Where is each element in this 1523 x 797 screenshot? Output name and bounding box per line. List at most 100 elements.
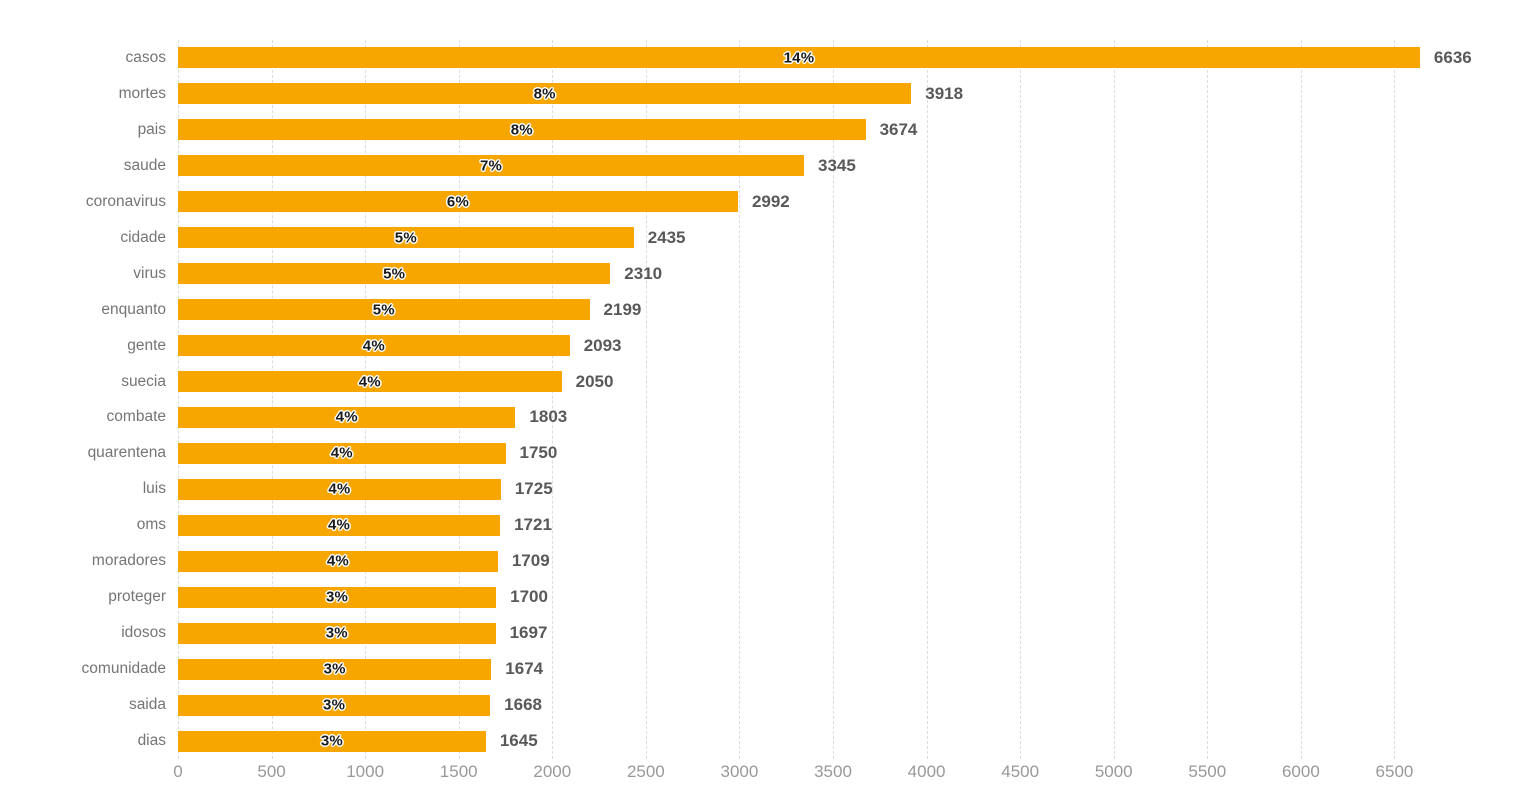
gridline xyxy=(271,40,273,759)
bar: 4% xyxy=(178,406,516,428)
percent-label: 5% xyxy=(394,229,417,247)
percent-label: 3% xyxy=(323,696,346,714)
value-label: 3674 xyxy=(879,119,918,139)
category-label: saude xyxy=(123,156,166,174)
x-axis-tick-label: 2500 xyxy=(626,762,665,781)
x-axis-tick-label: 2000 xyxy=(533,762,572,781)
bar: 5% xyxy=(178,299,590,321)
percent-label: 4% xyxy=(335,408,358,426)
plot-area: casos 14% 6636 mortes 8% 3918 pais 8% 3674 saude 7… xyxy=(82,40,1503,759)
value-label: 1803 xyxy=(529,407,568,427)
value-label: 1750 xyxy=(519,443,558,463)
bar: 8% xyxy=(178,83,912,105)
bar: 3% xyxy=(178,586,497,608)
percent-label: 5% xyxy=(372,301,395,319)
value-label: 2310 xyxy=(624,263,663,283)
percent-label: 4% xyxy=(328,480,351,498)
gridline xyxy=(1300,40,1302,759)
percent-label: 8% xyxy=(533,85,556,103)
chart-row: coronavirus 6% 2992 xyxy=(86,184,1503,220)
chart-row: saida 3% 1668 xyxy=(129,687,1503,723)
chart-row: cidade 5% 2435 xyxy=(120,220,1503,256)
value-label: 2992 xyxy=(751,191,790,211)
chart-row: pais 8% 3674 xyxy=(138,112,1503,148)
gridline xyxy=(833,40,834,759)
category-label: moradores xyxy=(91,552,166,570)
bar: 4% xyxy=(178,514,501,536)
chart-row: comunidade 3% 1674 xyxy=(82,651,1503,687)
bar: 7% xyxy=(178,155,804,177)
value-label: 1709 xyxy=(511,551,550,571)
category-label: proteger xyxy=(108,588,166,606)
percent-label: 7% xyxy=(479,157,503,175)
value-label: 1700 xyxy=(510,587,548,607)
chart-row: gente 4% 2093 xyxy=(127,328,1503,364)
percent-label: 3% xyxy=(320,732,343,750)
percent-label: 4% xyxy=(358,373,381,391)
bar: 4% xyxy=(178,371,562,393)
gridline xyxy=(1113,40,1115,759)
chart-row: proteger 3% 1700 xyxy=(108,579,1503,615)
gridline xyxy=(1207,40,1209,759)
category-label: luis xyxy=(142,480,166,498)
x-axis-tick-label: 6500 xyxy=(1375,762,1414,781)
bar: 4% xyxy=(178,442,506,464)
percent-label: 3% xyxy=(325,624,348,642)
bar: 5% xyxy=(178,227,634,249)
x-axis-tick-label: 5500 xyxy=(1188,762,1227,781)
bar: 3% xyxy=(178,658,492,680)
percent-label: 4% xyxy=(330,444,353,462)
gridline xyxy=(1394,40,1396,759)
percent-label: 8% xyxy=(510,121,533,139)
x-axis-tick-label: 1500 xyxy=(439,762,478,781)
x-axis-tick-label: 5000 xyxy=(1094,762,1133,781)
percent-label: 6% xyxy=(446,193,470,211)
value-label: 6636 xyxy=(1433,47,1472,67)
category-label: cidade xyxy=(120,228,166,246)
category-label: enquanto xyxy=(101,300,166,318)
category-label: comunidade xyxy=(81,660,166,678)
chart-row: saude 7% 3345 xyxy=(124,148,1503,184)
chart-row: idosos 3% 1697 xyxy=(121,615,1503,651)
category-label: casos xyxy=(125,48,167,66)
value-label: 2199 xyxy=(603,299,642,319)
gridline xyxy=(178,40,179,759)
bar: 4% xyxy=(178,550,498,572)
chart-row: suecia 4% 2050 xyxy=(121,364,1503,400)
gridline xyxy=(365,40,367,759)
category-label: coronavirus xyxy=(85,192,166,210)
value-label: 1668 xyxy=(504,695,542,715)
percent-label: 3% xyxy=(323,660,346,678)
chart-row: mortes 8% 3918 xyxy=(119,76,1503,112)
category-label: combate xyxy=(106,408,166,426)
percent-label: 4% xyxy=(327,516,351,534)
category-label: mortes xyxy=(118,84,166,102)
gridline xyxy=(552,40,554,759)
x-axis-tick-label: 500 xyxy=(257,762,286,781)
value-label: 2435 xyxy=(647,227,686,247)
chart-row: enquanto 5% 2199 xyxy=(101,292,1503,328)
category-label: saida xyxy=(128,696,166,714)
gridline xyxy=(458,40,460,759)
bar: 3% xyxy=(178,694,491,716)
x-axis: 0 500 1000 1500 2000 2500 3000 3500 4000 4500 5000… xyxy=(173,762,1503,788)
category-label: idosos xyxy=(121,624,166,642)
bar: 3% xyxy=(178,730,486,752)
value-label: 1697 xyxy=(509,623,548,643)
value-label: 3918 xyxy=(925,83,964,103)
x-axis-tick-label: 3500 xyxy=(814,762,852,781)
percent-label: 5% xyxy=(383,265,406,283)
value-label: 1721 xyxy=(514,515,552,535)
gridline xyxy=(926,40,928,759)
chart-row: combate 4% 1803 xyxy=(107,400,1503,436)
chart-row: virus 5% 2310 xyxy=(133,256,1503,292)
bar: 4% xyxy=(178,335,570,357)
category-label: gente xyxy=(127,336,166,354)
bar: 5% xyxy=(178,263,611,285)
chart-row: casos 14% 6636 xyxy=(126,40,1503,76)
bar: 14% xyxy=(178,47,1420,69)
bar: 4% xyxy=(178,478,501,500)
x-axis-tick-label: 1000 xyxy=(346,762,385,781)
x-axis-tick-label: 3000 xyxy=(720,762,759,781)
chart-row: quarentena 4% 1750 xyxy=(88,435,1503,471)
